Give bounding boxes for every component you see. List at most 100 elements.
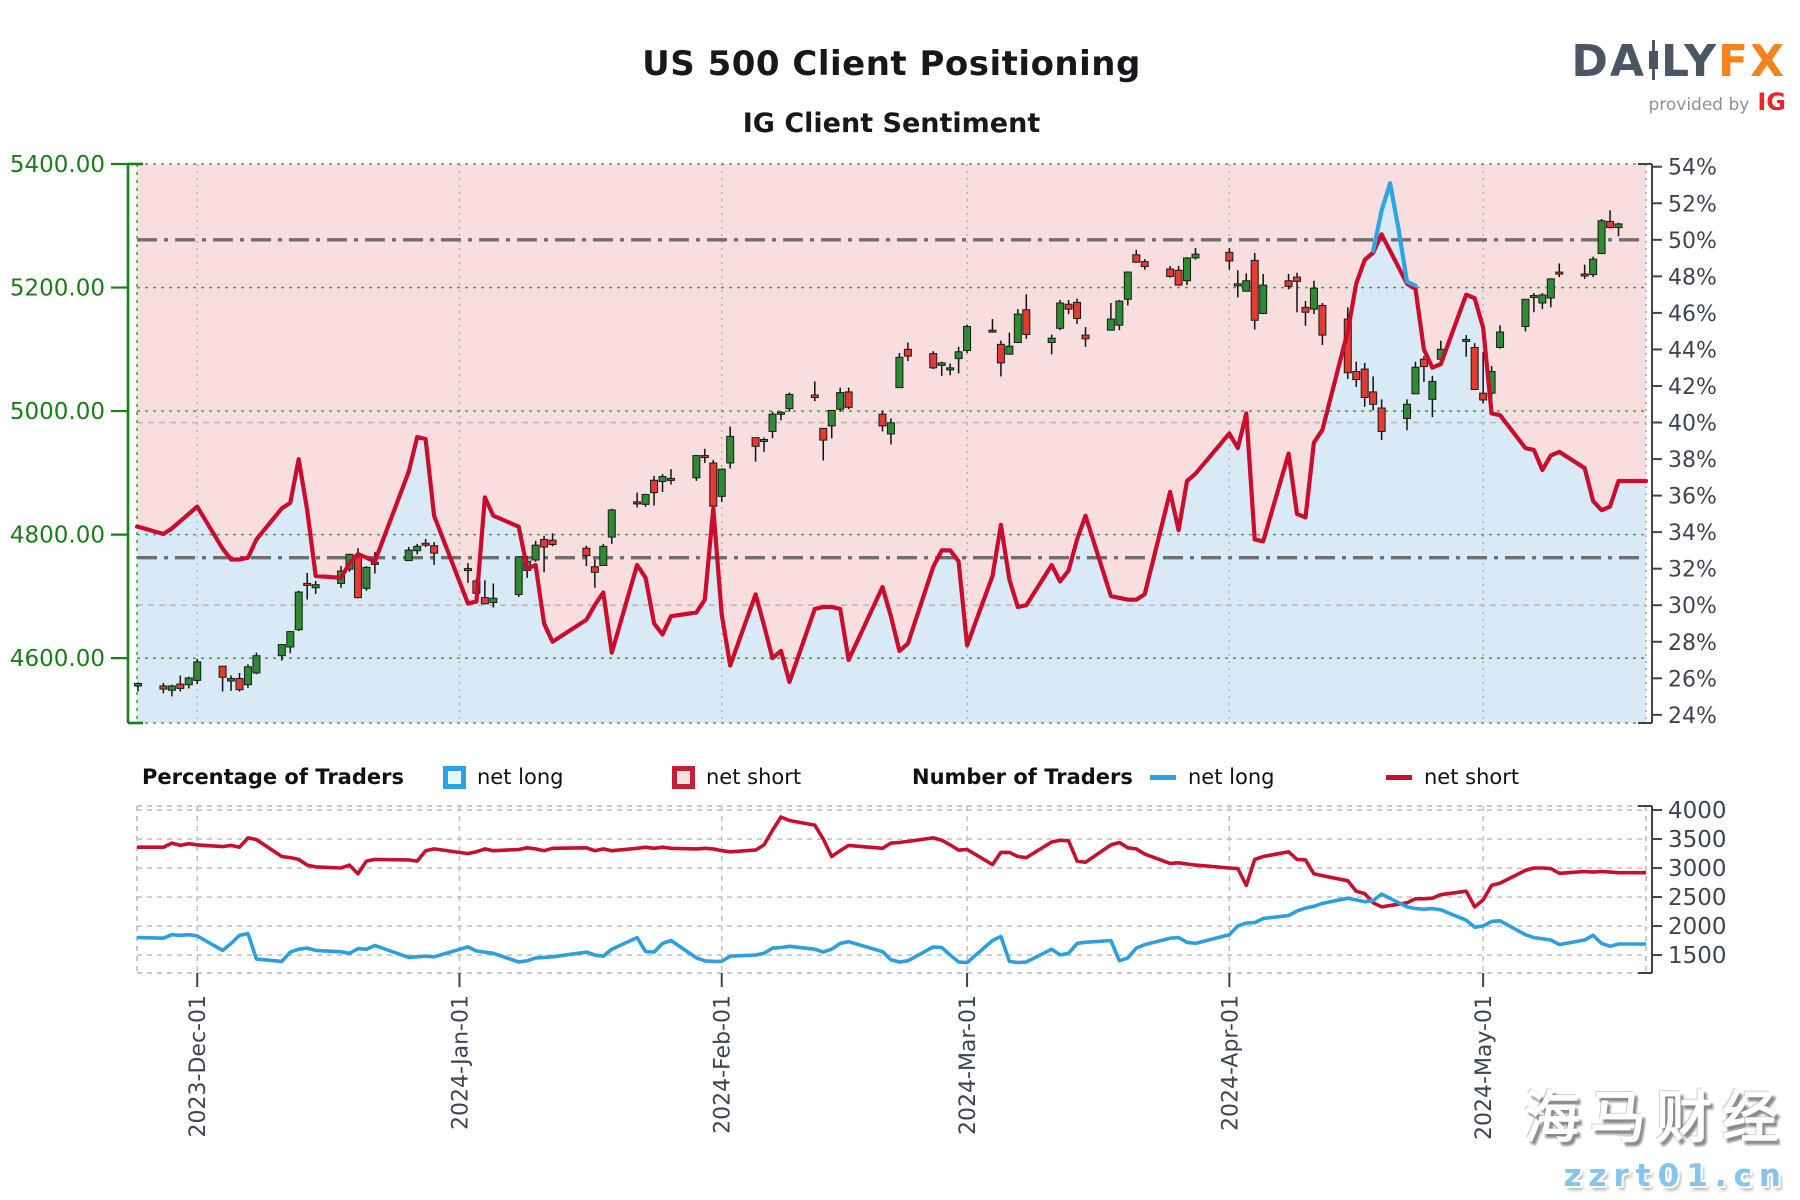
candle-body bbox=[599, 545, 608, 567]
candle-body bbox=[709, 462, 718, 507]
net-long-square-icon bbox=[443, 766, 466, 789]
candle-body bbox=[1174, 269, 1183, 286]
pct-tick-label: 50% bbox=[1668, 229, 1717, 254]
candle-body bbox=[1318, 304, 1327, 336]
net-short-line-icon bbox=[1386, 775, 1412, 780]
candle-body bbox=[404, 549, 413, 562]
pct-tick-label: 54% bbox=[1668, 156, 1717, 181]
pct-tick-label: 48% bbox=[1668, 265, 1717, 290]
legend-number-of-traders: Number of Traders bbox=[912, 765, 1133, 789]
candle-body bbox=[903, 348, 912, 357]
candle-body bbox=[1589, 258, 1598, 276]
candle-body bbox=[1369, 391, 1378, 405]
candle-body bbox=[430, 545, 439, 554]
candle-body bbox=[540, 539, 549, 548]
candle-body bbox=[658, 476, 667, 482]
watermark: 海马财经 zzrt01.cn bbox=[1524, 1073, 1788, 1194]
candle-body bbox=[1005, 345, 1014, 355]
candle-body bbox=[193, 661, 202, 681]
date-tick-label: 2024-Feb-01 bbox=[711, 995, 736, 1134]
candle-body bbox=[159, 685, 168, 690]
candle-body bbox=[277, 644, 286, 657]
chart-subtitle: IG Client Sentiment bbox=[742, 108, 1041, 139]
candle-body bbox=[1496, 331, 1505, 348]
candle-body bbox=[582, 547, 591, 557]
pct-tick-label: 28% bbox=[1668, 631, 1717, 656]
pct-tick-label: 38% bbox=[1668, 448, 1717, 473]
dailyfx-wordmark: DA LYFX bbox=[1571, 36, 1786, 87]
candle-body bbox=[1479, 392, 1488, 401]
ig-logo: IG bbox=[1757, 88, 1786, 116]
candle-body bbox=[1309, 287, 1318, 310]
candle-body bbox=[1580, 273, 1589, 277]
candle-body bbox=[844, 391, 853, 408]
candle-body bbox=[937, 362, 946, 366]
date-axis: 2023-Dec-01 2024-Jan-01 2024-Feb-01 2024-Ma… bbox=[186, 973, 1497, 1140]
candle-body bbox=[633, 501, 642, 505]
candle-body bbox=[590, 566, 599, 573]
candle-body bbox=[760, 438, 769, 442]
candle-body bbox=[827, 409, 836, 427]
pct-tick-label: 52% bbox=[1668, 192, 1717, 217]
candle-body bbox=[1022, 309, 1031, 335]
candle-body bbox=[235, 678, 244, 691]
traders-tick-label: 1500 bbox=[1668, 943, 1727, 969]
candle-body bbox=[954, 351, 963, 360]
candle-body bbox=[489, 597, 498, 604]
candle-body bbox=[1284, 280, 1293, 287]
candle-body bbox=[176, 683, 185, 689]
pct-tick-label: 36% bbox=[1668, 485, 1717, 510]
candle-body bbox=[1419, 358, 1428, 368]
candle-body bbox=[1352, 371, 1361, 381]
traders-tick-label: 4000 bbox=[1668, 798, 1727, 824]
candle-body bbox=[819, 427, 828, 441]
traders-tick-label: 2000 bbox=[1668, 914, 1727, 940]
date-tick-label: 2024-Jan-01 bbox=[448, 995, 473, 1130]
candle-body bbox=[751, 437, 760, 447]
candle-body bbox=[607, 509, 616, 538]
candle-body bbox=[1293, 276, 1302, 282]
net-short-square-icon bbox=[672, 766, 695, 789]
candle-body bbox=[650, 479, 659, 494]
candle-body bbox=[218, 665, 227, 678]
date-tick-label: 2024-May-01 bbox=[1472, 995, 1497, 1140]
candle-body bbox=[1529, 295, 1538, 299]
price-tick-label: 4800.00 bbox=[10, 523, 105, 549]
date-tick-label: 2023-Dec-01 bbox=[186, 995, 211, 1137]
pct-net-short-line bbox=[134, 232, 1649, 685]
price-tick-label: 5200.00 bbox=[10, 276, 105, 302]
candle-body bbox=[353, 556, 362, 599]
dailyfx-logo: DA LYFX provided by IG bbox=[1466, 36, 1786, 116]
pct-tick-label: 34% bbox=[1668, 521, 1717, 546]
candle-body bbox=[1081, 334, 1090, 340]
legend-pct-net-long: net long bbox=[477, 765, 564, 789]
candle-body bbox=[311, 584, 320, 589]
candle-body bbox=[1614, 223, 1623, 229]
candle-body bbox=[1047, 337, 1056, 344]
date-tick-label: 2024-Mar-01 bbox=[956, 995, 981, 1135]
candle-body bbox=[362, 566, 371, 589]
candle-body bbox=[1546, 278, 1555, 299]
candle-body bbox=[243, 666, 252, 686]
pct-tick-label: 24% bbox=[1668, 704, 1717, 729]
candle-body bbox=[1132, 254, 1141, 263]
top-chart-gridlines bbox=[136, 163, 1647, 724]
pct-tick-label: 32% bbox=[1668, 558, 1717, 583]
candle-body bbox=[988, 329, 997, 333]
candle-body bbox=[514, 556, 523, 596]
candle-body bbox=[810, 394, 819, 398]
candle-body bbox=[227, 678, 236, 682]
candle-body bbox=[1470, 346, 1479, 390]
net-long-line-icon bbox=[1150, 775, 1176, 780]
pct-tick-label: 30% bbox=[1668, 594, 1717, 619]
candle-body bbox=[1013, 313, 1022, 344]
candle-body bbox=[1064, 303, 1073, 310]
candle-body bbox=[1606, 220, 1615, 229]
candle-body bbox=[836, 392, 845, 410]
price-tick-label: 5400.00 bbox=[10, 152, 105, 178]
candle-body bbox=[480, 597, 489, 605]
candle-body bbox=[548, 539, 557, 546]
candle-body bbox=[303, 582, 312, 586]
date-tick-label: 2024-Apr-01 bbox=[1218, 995, 1243, 1131]
candle-body bbox=[700, 455, 709, 459]
